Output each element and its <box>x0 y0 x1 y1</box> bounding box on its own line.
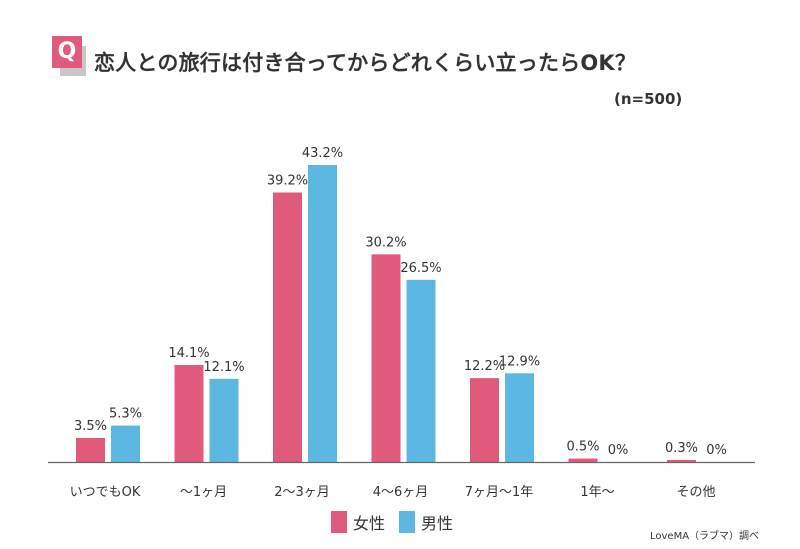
data-label: 12.2% <box>464 359 505 374</box>
x-tick-label: 1年〜 <box>580 485 614 500</box>
bar-female <box>470 378 499 462</box>
chart-title: 恋人との旅行は付き合ってからどれくらい立ったらOK？ <box>94 51 637 75</box>
data-label: 43.2% <box>302 146 343 161</box>
legend-swatch-female <box>331 511 347 533</box>
bar-female <box>76 437 105 462</box>
data-label: 26.5% <box>400 261 441 276</box>
x-tick-label: その他 <box>676 485 715 500</box>
x-tick-label: 2〜3ヶ月 <box>274 485 330 500</box>
bar-male <box>505 373 534 462</box>
data-label: 39.2% <box>267 174 308 189</box>
bar-female <box>174 365 204 462</box>
legend-label-female: 女性 <box>353 514 386 533</box>
data-label: 0% <box>608 443 629 458</box>
data-label: 3.5% <box>74 419 107 434</box>
bar-male <box>406 279 436 462</box>
x-tick-label: いつでもOK <box>70 485 141 500</box>
q-badge: Q <box>52 36 82 68</box>
x-tick-label: 4〜6ヶ月 <box>373 485 429 500</box>
data-label: 12.9% <box>499 354 540 369</box>
source-credit: LoveMA（ラブマ）調べ <box>650 531 760 542</box>
sample-size: (n=500) <box>614 90 683 108</box>
x-tick-label: 7ヶ月〜1年 <box>465 485 534 500</box>
bar-female <box>667 459 696 462</box>
data-label: 5.3% <box>109 407 142 422</box>
bar-female <box>273 192 302 462</box>
bar-male <box>209 378 239 462</box>
legend: 女性 男性 <box>331 510 453 534</box>
bar-male <box>308 165 337 462</box>
data-label: 0.5% <box>566 440 599 455</box>
data-label: 30.2% <box>365 235 406 250</box>
legend-label-male: 男性 <box>421 514 454 533</box>
x-tick-label: 〜1ヶ月 <box>180 485 227 500</box>
bar-male <box>111 425 140 462</box>
data-label: 14.1% <box>168 346 209 361</box>
data-label: 0% <box>706 443 727 458</box>
legend-swatch-male <box>399 511 416 533</box>
bar-female <box>568 458 598 462</box>
bar-female <box>371 254 401 462</box>
data-label: 12.1% <box>203 360 244 375</box>
data-label: 0.3% <box>665 441 698 456</box>
